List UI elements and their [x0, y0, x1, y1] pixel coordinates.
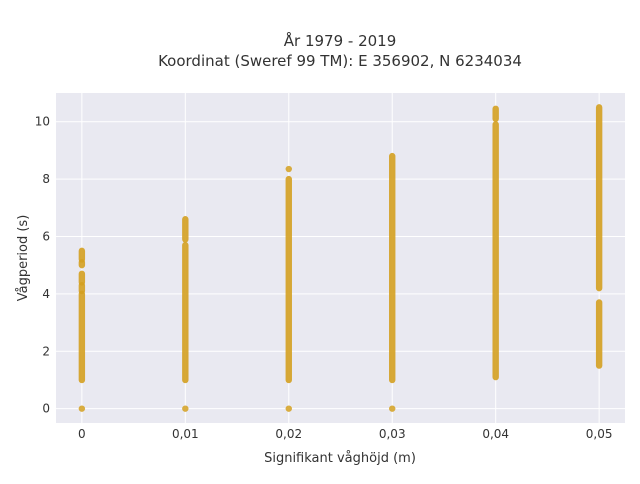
y-axis-ticks: 0 2 4 6 8 10	[35, 115, 50, 416]
chart-title-line2: Koordinat (Sweref 99 TM): E 356902, N 62…	[158, 52, 522, 70]
chart-title-line1: År 1979 - 2019	[284, 31, 397, 50]
data-point	[285, 165, 292, 173]
data-point-column	[492, 105, 499, 123]
data-point-column	[78, 270, 86, 286]
y-tick-label: 6	[42, 229, 50, 243]
x-tick-label: 0	[78, 427, 86, 441]
x-axis-ticks: 0 0,01 0,02 0,03 0,04 0,05	[78, 427, 612, 441]
data-point-column	[78, 290, 86, 384]
data-point	[389, 405, 396, 412]
data-point-column	[595, 104, 603, 292]
y-tick-label: 10	[35, 115, 50, 129]
data-point-column	[492, 121, 499, 381]
plot-area	[56, 93, 625, 423]
y-tick-label: 4	[42, 287, 50, 301]
x-axis-title: Signifikant våghöjd (m)	[264, 451, 416, 466]
y-axis-title: Vågperiod (s)	[16, 215, 31, 302]
data-point	[78, 405, 86, 412]
x-tick-label: 0,01	[172, 427, 199, 441]
x-tick-label: 0,04	[482, 427, 509, 441]
data-point-column	[595, 299, 603, 369]
data-point-column	[285, 175, 292, 384]
y-tick-label: 2	[42, 344, 50, 358]
data-point	[182, 405, 189, 412]
x-tick-label: 0,02	[275, 427, 302, 441]
data-points	[78, 104, 603, 412]
y-tick-label: 0	[42, 402, 50, 416]
y-tick-label: 8	[42, 172, 50, 186]
data-point-column	[182, 216, 189, 243]
x-tick-label: 0,03	[379, 427, 406, 441]
data-point-column	[389, 152, 396, 384]
x-tick-label: 0,05	[586, 427, 613, 441]
data-point-column	[182, 241, 189, 384]
data-point-column	[78, 247, 86, 263]
data-point	[285, 405, 292, 412]
